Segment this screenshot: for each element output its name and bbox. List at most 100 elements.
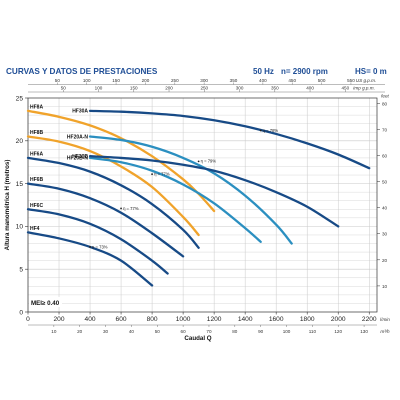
- m3h-tick-label: 100: [283, 329, 291, 334]
- x-tick-label: 1400: [238, 316, 253, 323]
- imp-gpm-tick-label: 300: [236, 86, 244, 91]
- series-label-hf6b: HF6B: [30, 177, 43, 183]
- series-label-hf8b: HF8B: [30, 130, 43, 136]
- feet-tick-label: 10: [382, 284, 388, 289]
- imp-gpm-tick-label: 450: [341, 86, 349, 91]
- x-tick-label: 600: [116, 316, 127, 323]
- imp-gpm-tick-label: 400: [306, 86, 314, 91]
- x-tick-label: 400: [85, 316, 96, 323]
- x-tick-label: 1200: [207, 316, 222, 323]
- y-tick-label: 25: [16, 95, 24, 102]
- series-line-hf6c: [26, 208, 169, 275]
- series-label-hf8a: HF8A: [30, 104, 43, 110]
- x-tick-label: 1000: [176, 316, 191, 323]
- efficiency-point: [259, 129, 262, 132]
- plot-frame: [27, 97, 378, 313]
- m3h-tick-label: 70: [206, 329, 212, 334]
- imp-gpm-tick-label: 350: [271, 86, 279, 91]
- m3h-tick-label: 80: [232, 329, 238, 334]
- imp-gpm-tick-label: 150: [130, 86, 138, 91]
- us-gpm-tick-label: 50: [55, 78, 61, 83]
- efficiency-point: [120, 207, 122, 210]
- m3h-tick-label: 30: [103, 329, 109, 334]
- mei-box: [29, 297, 62, 307]
- us-gpm-tick-label: 150: [112, 78, 120, 83]
- y-tick-label: 5: [19, 267, 23, 274]
- m3h-tick-label: 130: [360, 329, 368, 334]
- x-tick-label: 2000: [331, 316, 346, 323]
- us-gpm-tick-label: 200: [142, 78, 150, 83]
- m3h-tick-label: 50: [155, 329, 161, 334]
- efficiency-point: [197, 160, 200, 163]
- us-gpm-tick-label: 300: [200, 78, 208, 83]
- series-label-hf20b-n: HF20B-N: [67, 156, 89, 162]
- m3h-tick-label: 10: [51, 329, 57, 334]
- feet-unit: feet: [381, 94, 389, 99]
- y-tick-label: 15: [16, 181, 24, 188]
- m3h-tick-label: 20: [77, 329, 83, 334]
- series-line-hf20b-n: [88, 156, 262, 243]
- m3h-unit: m³/h: [380, 329, 390, 334]
- us-gpm-tick-label: 450: [288, 78, 296, 83]
- us-gpm-unit: US g.p.m.: [356, 78, 376, 83]
- series-line-hf8b: [26, 135, 200, 237]
- efficiency-point: [151, 173, 153, 176]
- x-tick-label: 2200: [362, 316, 377, 323]
- us-gpm-tick-label: 350: [230, 78, 238, 83]
- y-tick-label: 0: [19, 309, 23, 316]
- x-tick-label: 1600: [269, 316, 284, 323]
- axes-layer: 50 100 150 200 250 300 350 400 450 500 550 US g.p.m…: [4, 78, 390, 342]
- y-tick-label: 10: [16, 224, 24, 231]
- m3h-tick-label: 40: [129, 329, 135, 334]
- x-tick-label: 200: [54, 316, 65, 323]
- y-tick-label: 20: [16, 138, 24, 145]
- series-label-hf30b: HF30B: [72, 154, 88, 160]
- m3h-tick-label: 110: [309, 329, 317, 334]
- y-axis-label: Altura manométrica H (metros): [4, 160, 11, 251]
- series-label-hf20a-n: HF20A-N: [67, 134, 89, 140]
- x-unit-label: l/min: [380, 317, 390, 322]
- us-gpm-tick-label: 550: [347, 78, 355, 83]
- m3h-tick-label: 90: [258, 329, 264, 334]
- imp-gpm-tick-label: 250: [200, 86, 208, 91]
- series-line-hf30a: [88, 109, 371, 170]
- efficiency-label: η = 79%: [201, 159, 217, 164]
- grid-layer: [27, 98, 377, 312]
- imp-gpm-tick-label: 200: [165, 86, 173, 91]
- feet-tick-label: 60: [382, 153, 388, 158]
- chart-title: CURVAS Y DATOS DE PRESTACIONES: [6, 67, 158, 76]
- m3h-tick-label: 120: [334, 329, 342, 334]
- m3h-tick-label: 60: [181, 329, 187, 334]
- frequency-label: 50 Hz: [253, 67, 274, 76]
- series-label-hf30a: HF30A: [72, 109, 88, 115]
- efficiency-label: η = 78%: [263, 128, 279, 133]
- series-line-hf20a-n: [88, 135, 293, 245]
- x-tick-label: 1800: [300, 316, 315, 323]
- feet-tick-label: 50: [382, 180, 388, 185]
- us-gpm-tick-label: 500: [318, 78, 326, 83]
- feet-tick-label: 70: [382, 127, 388, 132]
- x-tick-label: 800: [147, 316, 158, 323]
- efficiency-label: η = 77%: [123, 206, 139, 211]
- x-axis-label: Caudal Q: [184, 335, 211, 342]
- labels-layer: MEI≥ 0.40 HF8A HF8B HF20A-N HF20B-N HF30A HF30…: [29, 104, 278, 307]
- series-label-hf6a: HF6A: [30, 151, 43, 157]
- series-line-hf30b: [88, 155, 340, 228]
- series-line-hf6a: [26, 156, 200, 249]
- imp-gpm-tick-label: 50: [61, 86, 67, 91]
- series-label-hf6c: HF6C: [30, 203, 43, 209]
- feet-tick-label: 30: [382, 232, 388, 237]
- x-tick-label: 0: [26, 316, 30, 323]
- efficiency-label: η = 77%: [154, 172, 170, 177]
- feet-tick-label: 40: [382, 206, 388, 211]
- hs-label: HS= 0 m: [355, 67, 387, 76]
- series-line-hf6b: [26, 182, 185, 258]
- feet-tick-label: 20: [382, 258, 388, 263]
- series-label-hf4: HF4: [30, 226, 40, 232]
- speed-label: n= 2900 rpm: [281, 67, 328, 76]
- efficiency-label: η = 73%: [92, 244, 108, 249]
- us-gpm-tick-label: 100: [83, 78, 91, 83]
- feet-tick-label: 80: [382, 101, 388, 106]
